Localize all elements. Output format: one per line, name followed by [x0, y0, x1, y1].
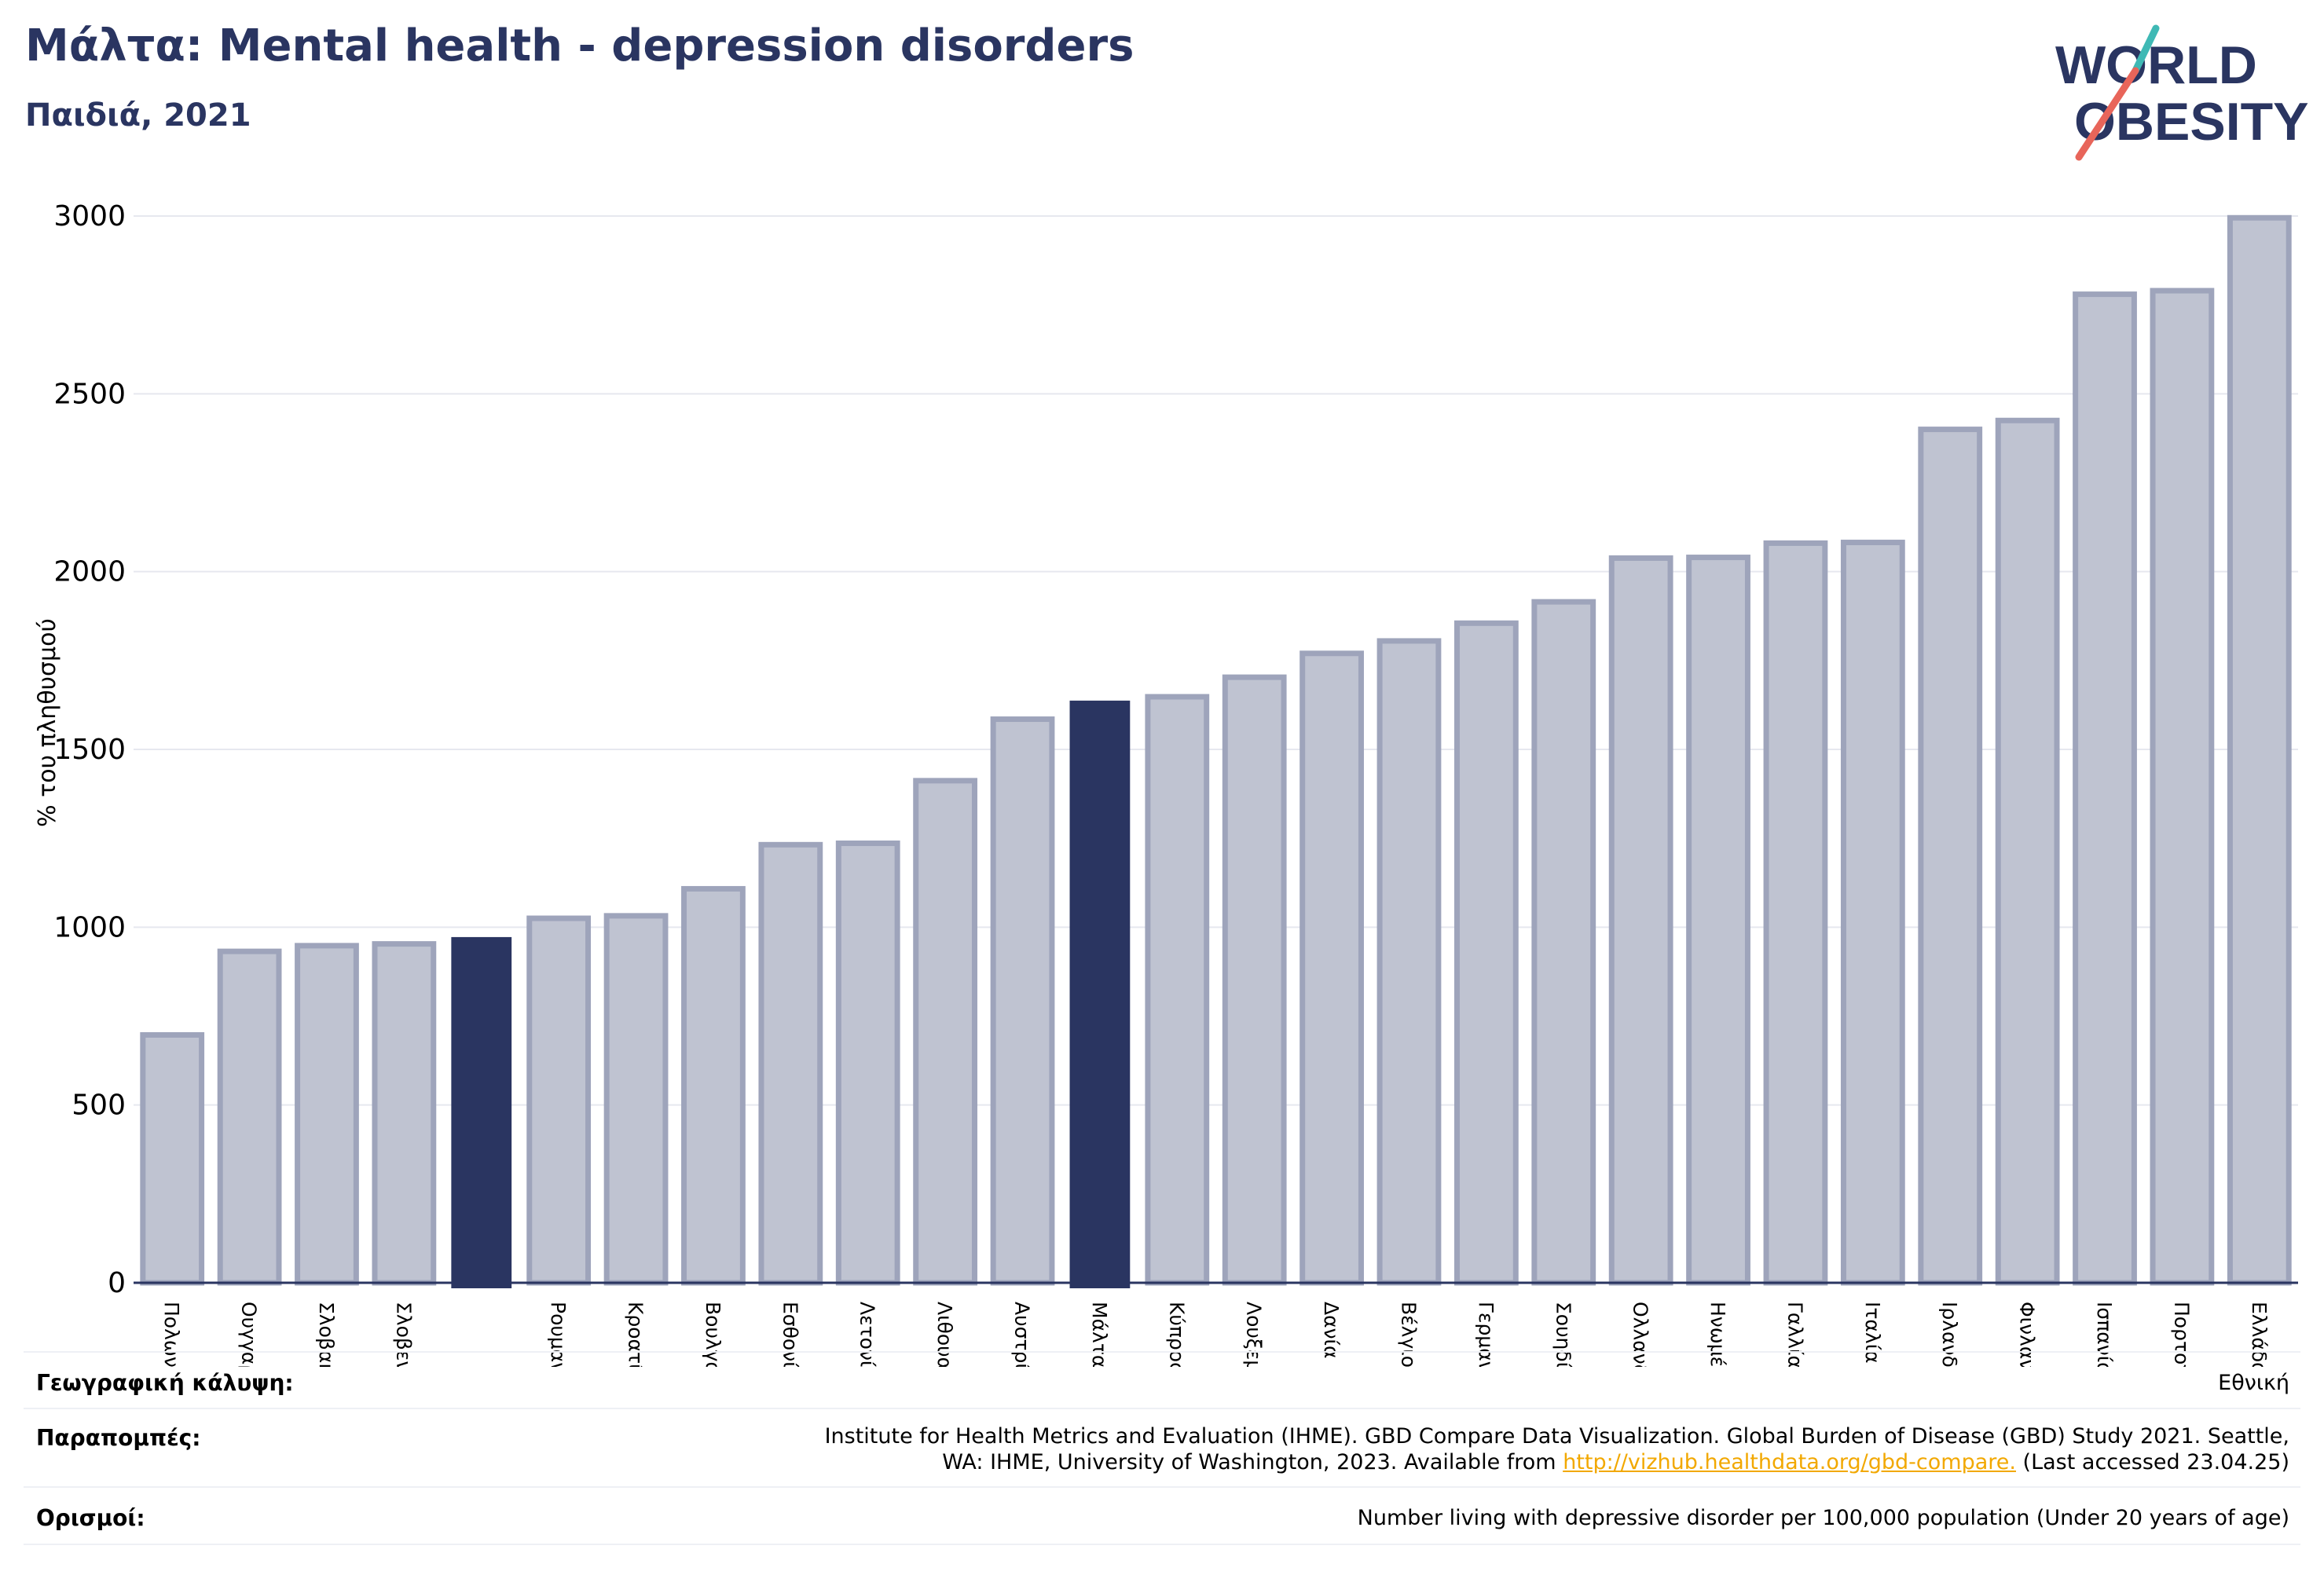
x-tick-label: Σλοβακία	[315, 1302, 338, 1367]
bar	[835, 841, 900, 1286]
bars	[140, 214, 2292, 1288]
coverage-label: Γεωγραφική κάλυψη:	[36, 1370, 294, 1396]
references-line1: Institute for Health Metrics and Evaluat…	[824, 1424, 2289, 1449]
bar	[1376, 638, 1442, 1286]
references-label: Παραπομπές:	[36, 1425, 201, 1451]
page-subtitle: Παιδιά, 2021	[25, 97, 251, 134]
references-accessed: (Last accessed 23.04.25)	[2015, 1450, 2289, 1474]
x-tick-label: Δανία	[1320, 1302, 1343, 1359]
bar-highlighted	[1069, 700, 1131, 1288]
bar	[526, 915, 592, 1286]
x-tick-label: Λετονία	[856, 1302, 879, 1367]
bar	[1145, 694, 1210, 1286]
world-obesity-logo-icon: WORLD OBESITY	[2055, 24, 2309, 161]
bar	[1453, 620, 1519, 1286]
x-tick-label: Πορτογαλία	[2170, 1302, 2193, 1367]
bar	[1531, 599, 1596, 1286]
y-tick-label: 500	[71, 1090, 126, 1122]
page-title: Μάλτα: Mental health - depression disord…	[25, 20, 1135, 71]
y-tick-label: 3000	[53, 200, 126, 233]
bar	[1299, 650, 1364, 1286]
references-value: Institute for Health Metrics and Evaluat…	[825, 1423, 2289, 1475]
x-tick-label: Λιθουανία	[933, 1302, 956, 1367]
footer-references: Παραπομπές: Institute for Health Metrics…	[24, 1408, 2300, 1488]
x-tick-label: Ιταλία	[1861, 1302, 1884, 1364]
bar	[681, 885, 746, 1286]
y-tick-label: 2000	[53, 556, 126, 588]
bar-highlighted	[451, 936, 512, 1288]
bar	[1686, 555, 1750, 1286]
x-tick-label: Σουηδία	[1552, 1302, 1574, 1367]
bar	[140, 1031, 205, 1286]
y-axis-ticks: 0 500 1000 1500 2000 2500 3000	[53, 200, 126, 1299]
y-tick-label: 2500	[53, 378, 126, 410]
y-tick-label: 0	[108, 1267, 126, 1299]
bar	[758, 841, 823, 1286]
bar	[1995, 417, 2060, 1286]
x-tick-label: Ισπανία	[2093, 1302, 2116, 1367]
footer-divider	[24, 1544, 2300, 1545]
x-tick-label: Σλοβενία	[392, 1302, 415, 1367]
x-tick-label: Ελλάδα	[2248, 1302, 2271, 1367]
x-tick-label: Λουξεμβούργο	[1243, 1302, 1266, 1367]
x-tick-label: Ιρλανδία	[1938, 1302, 1961, 1367]
bar	[990, 716, 1055, 1286]
bar	[1608, 555, 1673, 1286]
logo-line1: WORLD	[2055, 35, 2257, 95]
bar	[1222, 674, 1287, 1286]
x-tick-label: Ουγγαρία	[238, 1302, 261, 1367]
bar	[372, 941, 437, 1286]
x-tick-label: Αυστρία	[1011, 1302, 1034, 1367]
x-tick-label: Γερμανία	[1475, 1302, 1497, 1367]
references-text: WA: IHME, University of Washington, 2023…	[942, 1450, 1563, 1474]
x-tick-label: Πολωνία	[160, 1302, 183, 1367]
x-axis-labels: Πολωνία Ουγγαρία Σλοβακία Σλοβενία Ρουμανία Κ…	[160, 1302, 2271, 1367]
bar	[2150, 288, 2215, 1286]
bar	[1918, 427, 1983, 1286]
bar	[1763, 540, 1828, 1286]
bar	[2073, 291, 2137, 1286]
x-tick-label: Γαλλία	[1783, 1302, 1806, 1367]
y-tick-label: 1500	[53, 734, 126, 766]
footer-coverage: Γεωγραφική κάλυψη: Εθνική	[24, 1351, 2300, 1409]
definitions-label: Ορισμοί:	[36, 1505, 145, 1531]
y-tick-label: 1000	[53, 911, 126, 943]
x-tick-label: Κύπρος	[1165, 1302, 1188, 1367]
bar	[913, 778, 978, 1286]
bar	[2227, 214, 2292, 1286]
x-tick-label: Ολλανδία	[1629, 1302, 1652, 1367]
coverage-value: Εθνική	[2218, 1371, 2289, 1395]
footer-definitions: Ορισμοί: Number living with depressive d…	[24, 1486, 2300, 1545]
x-tick-label: Μάλτα	[1088, 1302, 1111, 1367]
x-tick-label: Κροατία	[625, 1302, 647, 1367]
x-tick-label: Βέλγιο	[1397, 1302, 1420, 1367]
x-tick-label: Βουλγαρία	[702, 1302, 724, 1367]
x-tick-label: Εσθονία	[779, 1302, 801, 1367]
y-axis-label: % του πληθυσμού	[34, 618, 61, 827]
bar	[1840, 540, 1905, 1286]
x-tick-label: Ρουμανία	[547, 1302, 570, 1367]
bar	[295, 943, 359, 1286]
x-tick-label: Ηνωμένο Βασίλειο	[1706, 1302, 1729, 1367]
x-tick-label: Φινλανδία	[2016, 1302, 2039, 1367]
bar	[217, 948, 282, 1286]
references-link[interactable]: http://vizhub.healthdata.org/gbd-compare…	[1563, 1450, 2016, 1474]
bar	[603, 913, 669, 1286]
definitions-value: Number living with depressive disorder p…	[1357, 1506, 2289, 1530]
bar-chart: 0 500 1000 1500 2000 2500 3000 Πολωνία Ουγγαρία…	[34, 200, 2298, 1367]
references-line2: WA: IHME, University of Washington, 2023…	[825, 1449, 2289, 1475]
